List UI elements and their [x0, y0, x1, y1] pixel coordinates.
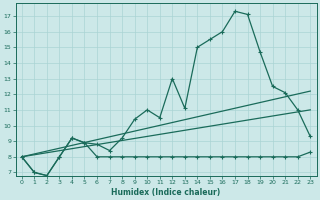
X-axis label: Humidex (Indice chaleur): Humidex (Indice chaleur): [111, 188, 221, 197]
